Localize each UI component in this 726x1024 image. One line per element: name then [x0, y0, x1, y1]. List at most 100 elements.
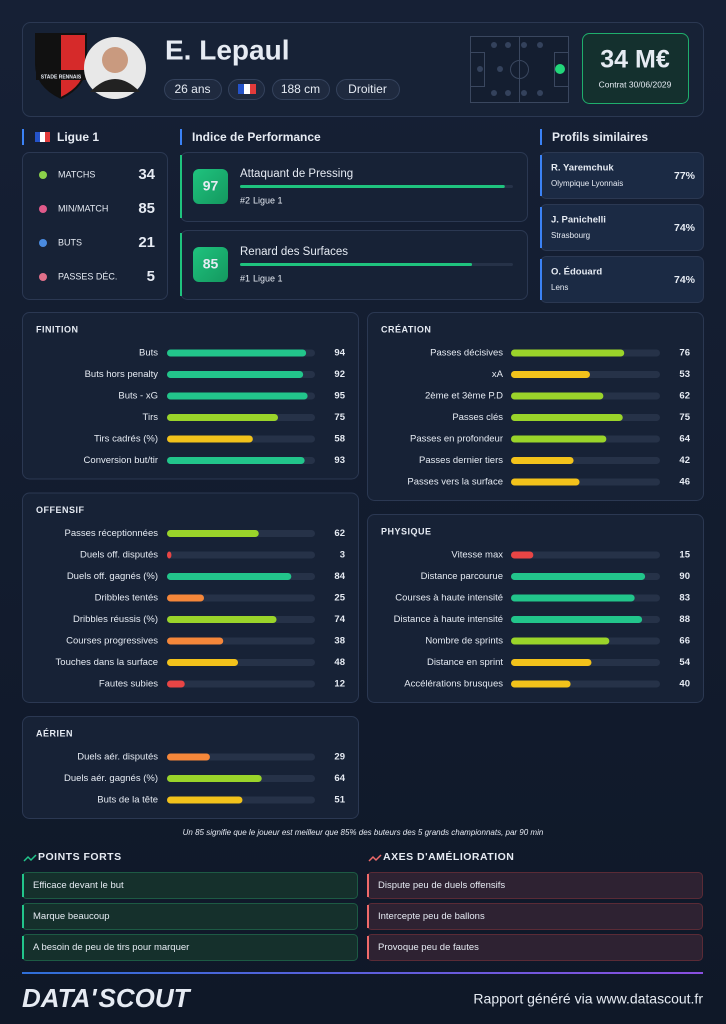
role: Renard des Surfaces [240, 246, 348, 258]
metric-value: 15 [679, 550, 690, 561]
info-pill [272, 79, 330, 100]
similar-match: 74% [674, 222, 696, 234]
metric-bar [511, 637, 610, 645]
contract: Contrat 30/06/2029 [599, 79, 672, 89]
list-title: POINTS FORTS [38, 851, 122, 863]
brand: SCOUT [99, 983, 192, 1013]
metric-value: 93 [334, 455, 345, 466]
metric-value: 3 [340, 550, 345, 561]
flag-fr [35, 132, 50, 142]
metric-bar [511, 594, 635, 602]
stats-card [22, 152, 168, 300]
metric-label: Dribbles tentés [95, 593, 159, 604]
metric-value: 92 [334, 369, 345, 380]
list-item-text: Marque beaucoup [33, 911, 110, 922]
flag-fr [238, 84, 256, 94]
similar-club: Lens [551, 283, 568, 292]
metric-track [167, 680, 315, 688]
metric-bar [167, 680, 185, 688]
stat-icon [39, 239, 47, 247]
metric-label: Passes clés [452, 412, 503, 423]
section-title: Indice de Performance [192, 130, 321, 144]
similar-club: Strasbourg [551, 231, 590, 240]
metric-card-title: CRÉATION [381, 324, 431, 334]
metric-bar [167, 530, 259, 537]
metric-label: Dribbles réussis (%) [73, 614, 158, 625]
metric-label: Buts hors penalty [85, 369, 159, 380]
metric-card-title: PHYSIQUE [381, 526, 432, 536]
perf-accent [180, 233, 182, 296]
metric-bar [511, 659, 592, 666]
metric-value: 75 [679, 412, 690, 423]
metric-card-title: AÉRIEN [36, 728, 73, 738]
info-pill [164, 79, 222, 100]
metric-bar [167, 457, 305, 464]
stat-label: PASSES DÉC. [58, 271, 117, 281]
metric-label: Passes vers la surface [407, 477, 503, 488]
section-title: Ligue 1 [57, 130, 99, 144]
stat-label: MATCHS [58, 169, 95, 179]
metric-value: 46 [679, 477, 690, 488]
info-pill-text: Droitier [348, 82, 387, 96]
score: 85 [203, 256, 219, 272]
metric-card-title: OFFENSIF [36, 505, 85, 515]
stat-icon [39, 205, 47, 213]
metric-label: Buts - xG [118, 391, 158, 402]
metric-label: Duels off. disputés [80, 550, 158, 561]
metric-value: 95 [334, 391, 345, 402]
metric-bar [167, 616, 277, 623]
list-accent [22, 905, 24, 928]
metric-label: Distance à haute intensité [394, 614, 503, 625]
metric-label: Tirs [143, 412, 159, 423]
metric-bar [167, 753, 210, 761]
brand: DATA' [22, 983, 97, 1013]
similar-club: Olympique Lyonnais [551, 179, 623, 188]
perf-accent [180, 155, 182, 218]
section-title: Profils similaires [552, 130, 648, 144]
metric-value: 84 [334, 571, 345, 582]
metric-bar [511, 349, 625, 357]
metric-label: Courses à haute intensité [395, 593, 503, 604]
metric-value: 76 [679, 348, 690, 359]
metric-label: Distance parcourue [421, 571, 503, 582]
metric-card [22, 716, 359, 819]
perf-bar [240, 185, 505, 188]
metric-bar [167, 435, 253, 443]
player-shirt [90, 79, 140, 92]
stat-value: 34 [138, 166, 155, 183]
stat-value: 21 [138, 234, 155, 251]
stat-icon [39, 171, 47, 179]
metric-value: 38 [334, 636, 345, 647]
metric-label: Buts de la tête [97, 795, 158, 806]
metric-label: Conversion but/tir [84, 455, 158, 466]
similar-accent [540, 207, 542, 248]
metric-bar [511, 392, 604, 400]
accent [180, 129, 182, 145]
metric-value: 62 [679, 391, 690, 402]
metric-label: Passes réceptionnées [65, 528, 159, 539]
info-pill-text: 26 ans [174, 82, 210, 96]
metric-card [367, 514, 704, 703]
metric-track [511, 551, 660, 559]
score: 97 [203, 178, 219, 194]
metric-value: 25 [334, 593, 345, 604]
value-box [582, 33, 689, 104]
metric-value: 66 [679, 636, 690, 647]
metric-bar [167, 775, 262, 782]
divider [22, 972, 703, 974]
market-value: 34 M€ [600, 46, 670, 74]
rank: #2 [240, 195, 250, 205]
metric-bar [511, 551, 534, 559]
metric-label: Passes dernier tiers [419, 455, 503, 466]
list-accent [367, 936, 369, 959]
metric-value: 62 [334, 528, 345, 539]
list-item-text: A besoin de peu de tirs pour marquer [33, 942, 189, 953]
info-pill [336, 79, 400, 100]
metric-value: 54 [679, 657, 690, 668]
pitch-dots [477, 42, 543, 96]
player-face [102, 47, 128, 73]
metric-bar [167, 371, 304, 378]
metric-track [167, 551, 315, 559]
metric-label: Tirs cadrés (%) [94, 434, 158, 445]
list-item-text: Provoque peu de fautes [378, 942, 479, 953]
